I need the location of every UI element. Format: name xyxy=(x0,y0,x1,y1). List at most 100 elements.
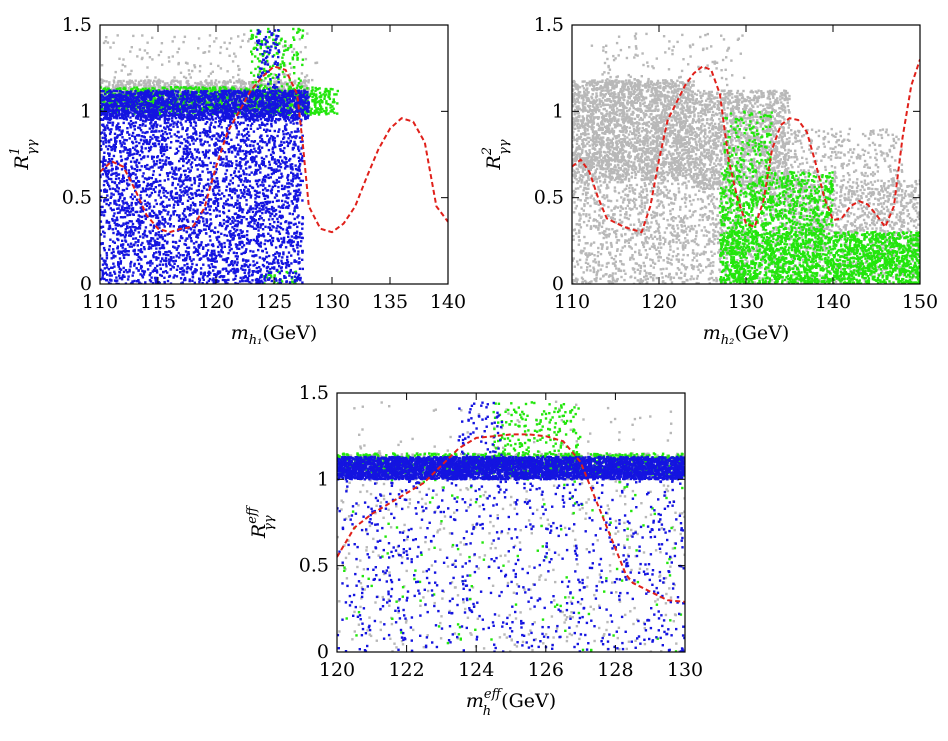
point-green-1-106 xyxy=(296,84,299,87)
point-blue-0-1655 xyxy=(106,99,110,102)
point-blue-0-1790 xyxy=(198,100,201,103)
point-grey-0-545 xyxy=(145,98,148,102)
point-grey-0-1303 xyxy=(292,80,296,84)
point-grey-0-198 xyxy=(212,101,215,104)
point-blue-1-264 xyxy=(124,269,128,272)
point-blue-0-134 xyxy=(305,102,309,105)
point-blue-1-273 xyxy=(174,187,177,190)
point-blue-0-1048 xyxy=(105,96,108,99)
point-blue-1-113 xyxy=(117,122,120,125)
point-grey-0-1177 xyxy=(120,86,123,89)
point-grey-0-150 xyxy=(149,79,152,82)
point-green-2-17 xyxy=(273,280,276,283)
point-blue-0-521 xyxy=(171,91,175,94)
point-blue-0-68 xyxy=(179,95,183,98)
point-grey-1-81 xyxy=(233,52,236,55)
point-blue-0-1204 xyxy=(124,116,128,119)
point-blue-0-151 xyxy=(168,108,172,111)
point-grey-1-92 xyxy=(292,47,296,51)
point-grey-1-26 xyxy=(179,71,183,74)
point-green-0-327 xyxy=(335,93,338,96)
point-green-0-954 xyxy=(117,107,121,110)
point-grey-0-1043 xyxy=(279,79,282,82)
point-blue-0-802 xyxy=(248,109,252,113)
point-green-0-269 xyxy=(286,106,289,110)
point-grey-0-670 xyxy=(260,81,263,84)
point-blue-0-621 xyxy=(200,116,204,119)
point-blue-0-1960 xyxy=(113,109,117,112)
point-green-0-229 xyxy=(319,98,323,102)
point-green-0-367 xyxy=(116,110,119,114)
point-blue-0-1962 xyxy=(180,99,184,102)
point-grey-1-45 xyxy=(100,78,103,81)
point-green-0-473 xyxy=(331,88,334,91)
point-green-0-759 xyxy=(233,88,236,91)
point-grey-0-1010 xyxy=(298,84,301,87)
point-blue-0-499 xyxy=(166,103,169,106)
point-blue-0-710 xyxy=(105,102,109,105)
point-blue-0-1624 xyxy=(243,116,246,119)
point-green-0-508 xyxy=(310,107,313,111)
point-blue-1-47 xyxy=(103,261,106,264)
point-blue-0-1726 xyxy=(219,93,222,96)
point-blue-1-117 xyxy=(286,201,289,204)
point-blue-0-1733 xyxy=(267,110,270,113)
point-blue-0-1623 xyxy=(181,104,184,107)
point-blue-0-1311 xyxy=(191,110,195,114)
point-blue-0-1697 xyxy=(229,114,232,117)
point-grey-0-797 xyxy=(148,81,151,84)
point-blue-1-5 xyxy=(137,249,140,252)
point-green-1-53 xyxy=(298,28,302,32)
point-grey-0-900 xyxy=(229,80,232,83)
point-blue-0-1184 xyxy=(228,89,231,92)
point-blue-1-67 xyxy=(218,186,221,189)
point-green-2-28 xyxy=(263,282,266,284)
point-green-0-969 xyxy=(318,108,322,111)
point-blue-0-1617 xyxy=(228,104,231,107)
point-blue-0-1926 xyxy=(197,112,200,115)
point-grey-1-70 xyxy=(127,73,130,76)
point-blue-0-1909 xyxy=(242,98,246,102)
point-blue-0-1918 xyxy=(142,113,145,116)
point-green-0-354 xyxy=(197,90,200,94)
point-blue-1-122 xyxy=(296,275,300,278)
point-green-1-128 xyxy=(267,75,270,78)
point-blue-0-1157 xyxy=(210,117,213,120)
point-green-0-432 xyxy=(224,86,227,89)
point-blue-0-707 xyxy=(130,103,133,107)
point-green-0-48 xyxy=(220,101,224,104)
point-blue-0-1338 xyxy=(198,115,201,119)
point-grey-1-108 xyxy=(290,66,293,69)
point-blue-0-1283 xyxy=(132,102,135,106)
point-grey-1-136 xyxy=(177,63,180,66)
point-green-0-437 xyxy=(174,86,177,89)
point-grey-1-11 xyxy=(258,72,261,75)
point-blue-1-140 xyxy=(119,234,122,237)
point-green-1-123 xyxy=(254,55,257,58)
point-blue-0-1667 xyxy=(303,114,307,117)
point-blue-0-1869 xyxy=(279,113,282,116)
point-grey-0-740 xyxy=(286,90,289,93)
point-blue-0-318 xyxy=(145,103,149,106)
point-blue-0-1591 xyxy=(198,111,202,114)
point-green-1-98 xyxy=(273,85,276,88)
point-blue-0-1803 xyxy=(107,108,110,111)
point-blue-1-49 xyxy=(193,229,196,232)
point-grey-0-203 xyxy=(115,85,118,88)
point-grey-0-1073 xyxy=(123,91,127,94)
point-blue-0-1222 xyxy=(127,113,130,116)
point-green-1-70 xyxy=(301,34,304,37)
point-blue-0-1175 xyxy=(146,106,149,109)
point-blue-1-119 xyxy=(250,156,253,160)
point-grey-1-10 xyxy=(217,64,220,68)
point-blue-0-1724 xyxy=(294,114,297,117)
point-blue-0-1821 xyxy=(171,117,174,120)
point-blue-0-1151 xyxy=(303,91,306,95)
point-grey-1-38 xyxy=(273,77,277,80)
point-blue-0-955 xyxy=(178,98,181,101)
point-green-0-846 xyxy=(160,106,163,109)
point-green-0-917 xyxy=(336,112,339,115)
point-blue-0-1928 xyxy=(189,106,192,109)
point-blue-1-216 xyxy=(263,203,266,206)
point-grey-1-8 xyxy=(213,40,216,43)
